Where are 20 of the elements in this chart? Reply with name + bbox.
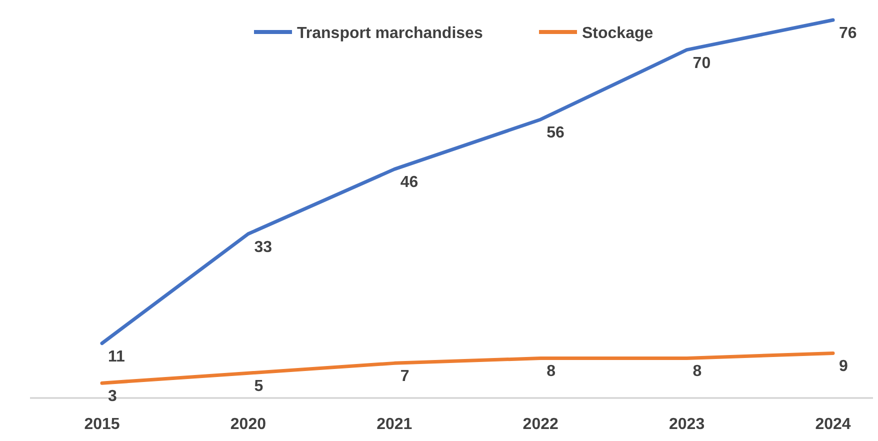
data-label: 70: [692, 54, 711, 72]
data-label: 7: [400, 368, 410, 386]
data-label: 5: [254, 378, 264, 396]
legend-label: Stockage: [582, 25, 654, 42]
x-tick-label: 2021: [376, 416, 412, 433]
data-label: 76: [839, 25, 857, 42]
legend-label: Transport marchandises: [297, 25, 483, 42]
data-label: 9: [839, 358, 848, 376]
data-label: 33: [254, 238, 272, 256]
data-label: 3: [108, 388, 117, 406]
data-label: 46: [400, 174, 418, 192]
data-label: 8: [692, 363, 702, 380]
x-tick-label: 2015: [84, 416, 120, 433]
x-tick-label: 2020: [230, 416, 266, 433]
data-label: 8: [546, 363, 556, 380]
x-tick-label: 2022: [522, 416, 558, 433]
data-label: 11: [108, 348, 126, 366]
data-label: 56: [546, 124, 564, 142]
x-tick-label: 2024: [815, 416, 851, 433]
x-tick-label: 2023: [669, 416, 705, 433]
